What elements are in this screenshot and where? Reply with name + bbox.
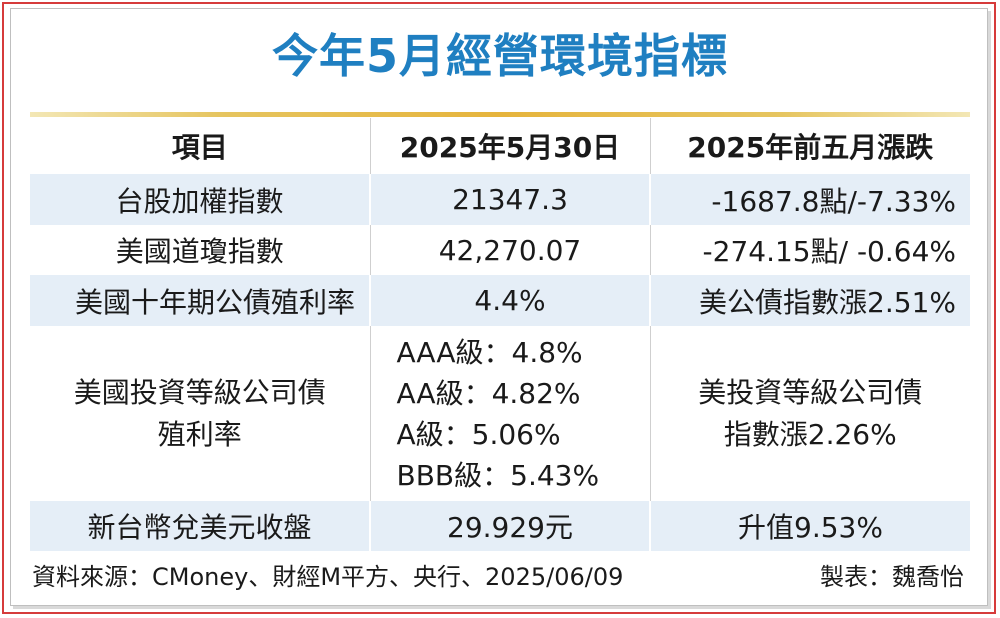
table-header-row: 項目 2025年5月30日 2025年前五月漲跌 bbox=[30, 118, 970, 174]
row-item: 美國投資等級公司債 殖利率 bbox=[30, 326, 370, 501]
header-item: 項目 bbox=[171, 131, 228, 164]
row-change: 升值9.53% bbox=[650, 501, 970, 551]
rating-bbb: BBB級：5.43% bbox=[396, 458, 600, 492]
row-item-line: 美國投資等級公司債 bbox=[73, 375, 326, 409]
row-item: 台股加權指數 bbox=[30, 174, 370, 225]
row-change: -1687.8點/-7.33% bbox=[650, 174, 970, 225]
rating-a: A級：5.06% bbox=[396, 417, 561, 451]
row-value: 4.4% bbox=[369, 275, 651, 326]
title-underline bbox=[30, 112, 970, 117]
row-item: 新台幣兌美元收盤 bbox=[30, 501, 370, 551]
source-note: 資料來源：CMoney、財經M平方、央行、2025/06/09 bbox=[32, 563, 624, 591]
row-change: -274.15點/ -0.64% bbox=[702, 235, 956, 268]
header-change: 2025年前五月漲跌 bbox=[687, 131, 934, 164]
row-value: 42,270.07 bbox=[369, 225, 651, 275]
rating-aaa: AAA級：4.8% bbox=[396, 335, 583, 369]
row-change-line: 指數漲2.26% bbox=[723, 417, 897, 451]
row-change: 美公債指數漲2.51% bbox=[650, 275, 970, 326]
author-note: 製表：魏喬怡 bbox=[820, 563, 964, 591]
page-title: 今年5月經營環境指標 bbox=[271, 29, 728, 83]
row-item: 美國十年期公債殖利率 bbox=[30, 275, 370, 326]
row-value: 21347.3 bbox=[369, 174, 651, 225]
header-date: 2025年5月30日 bbox=[369, 118, 651, 174]
indicator-table: 項目 2025年5月30日 2025年前五月漲跌 台股加權指數 21347.3 … bbox=[30, 118, 970, 551]
row-value: 29.929元 bbox=[369, 501, 651, 551]
row-change-line: 美投資等級公司債 bbox=[698, 375, 923, 409]
rating-aa: AA級：4.82% bbox=[396, 376, 581, 410]
table-row: 台股加權指數 21347.3 -1687.8點/-7.33% bbox=[30, 174, 970, 225]
table-row: 新台幣兌美元收盤 29.929元 升值9.53% bbox=[30, 501, 970, 551]
table-row: 美國十年期公債殖利率 4.4% 美公債指數漲2.51% bbox=[30, 275, 970, 326]
table-row: 美國道瓊指數 42,270.07 -274.15點/ -0.64% bbox=[30, 225, 970, 275]
row-item-line: 殖利率 bbox=[157, 417, 242, 451]
table-row: 美國投資等級公司債 殖利率 AAA級：4.8% AA級：4.82% A級：5.0… bbox=[30, 326, 970, 501]
row-change: 美投資等級公司債 指數漲2.26% bbox=[650, 326, 970, 501]
row-item: 美國道瓊指數 bbox=[115, 235, 284, 268]
row-value: AAA級：4.8% AA級：4.82% A級：5.06% BBB級：5.43% bbox=[369, 326, 651, 501]
